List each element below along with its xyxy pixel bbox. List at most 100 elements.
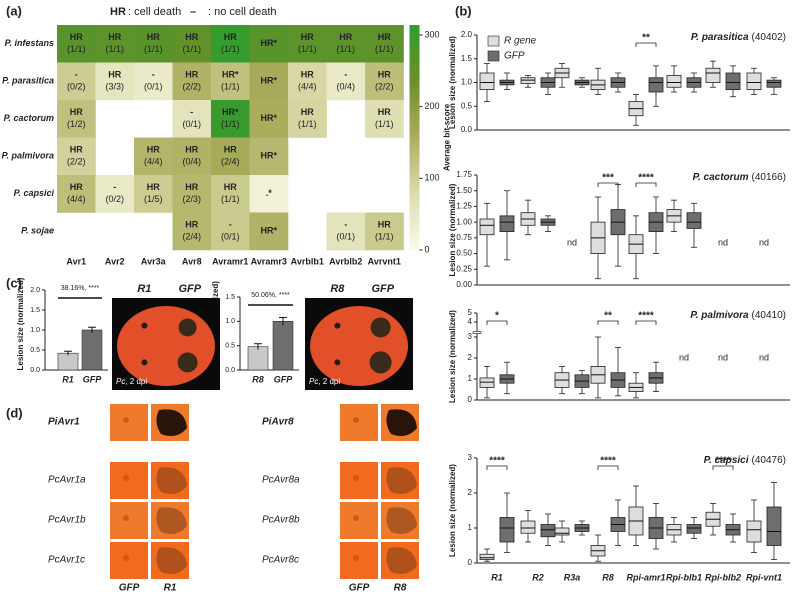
- box: [725, 72, 741, 91]
- x-tick-label: R2: [532, 572, 544, 582]
- column-label: GFP: [349, 583, 370, 594]
- cell-label: HR: [70, 182, 83, 192]
- lesion: [178, 318, 197, 337]
- cell-label: HR*: [222, 70, 239, 80]
- y-tick-label: 2: [468, 353, 473, 362]
- caption-italic: Pc: [309, 377, 318, 386]
- cell-count: (1/1): [182, 44, 201, 54]
- column-label: Avrblb2: [329, 256, 362, 266]
- cell-count: (0/4): [336, 82, 355, 92]
- cell-death: [156, 409, 187, 436]
- y-tick-label: 0.25: [456, 264, 472, 273]
- heatmap-cell: [211, 62, 250, 101]
- cell-count: (2/3): [182, 194, 201, 204]
- cell-count: (1/1): [375, 44, 394, 54]
- box: [554, 527, 570, 536]
- y-tick-label: 1.25: [456, 202, 472, 211]
- heatmap-cell: [57, 175, 96, 213]
- row-label: P. cactorum: [4, 113, 54, 123]
- title: P. palmivora: [690, 310, 749, 321]
- cell-label: -: [344, 220, 347, 230]
- panel-label: (b): [455, 3, 472, 18]
- photo-tile: [110, 404, 148, 441]
- x-tick-label: R3a: [564, 572, 581, 582]
- heatmap-cell: [134, 137, 173, 176]
- lesion: [141, 359, 148, 366]
- heatmap-cell: [326, 62, 366, 101]
- heatmap-cell: [365, 25, 404, 63]
- box: [705, 67, 721, 83]
- y-tick-label: 1.5: [30, 307, 40, 314]
- box: [479, 377, 495, 388]
- column-label: Avr3a: [141, 256, 167, 266]
- panel-label: (a): [6, 3, 22, 18]
- heatmap-cell: [249, 62, 289, 101]
- lesion: [370, 317, 391, 338]
- infiltration-spot: [353, 475, 359, 481]
- y-tick-label: 2.0: [461, 30, 473, 39]
- x-tick-label: GFP: [274, 374, 293, 384]
- legend-swatch: [487, 50, 500, 62]
- y-tick-label: 1.0: [461, 78, 473, 87]
- cell-label: HR: [185, 182, 198, 192]
- cell-label: HR: [70, 107, 83, 117]
- colorbar-tick-label: 100: [425, 173, 440, 183]
- y-tick-label: 1.75: [456, 170, 472, 179]
- subtitle: (40410): [752, 310, 786, 321]
- cell-label: HR: [185, 32, 198, 42]
- column-label: R8: [394, 583, 407, 594]
- significance-bracket: [635, 320, 657, 325]
- bar: [247, 346, 269, 371]
- significance-label: *: [495, 311, 499, 322]
- cell-count: (0/1): [336, 232, 355, 242]
- infiltration-spot: [353, 515, 359, 521]
- infiltration-spot: [123, 555, 129, 561]
- cell-label: HR: [108, 32, 121, 42]
- subtitle: (40476): [752, 455, 786, 466]
- y-tick-label: 2: [468, 488, 473, 497]
- cell-label: HR: [224, 145, 237, 155]
- significance-bracket: [712, 465, 734, 470]
- photo-tile: [340, 462, 378, 499]
- cell-label: HR: [70, 32, 83, 42]
- cell-label: -: [113, 182, 116, 192]
- caption-italic: Pc: [116, 377, 125, 386]
- subtitle: (40402): [752, 32, 786, 43]
- cell-label: -: [344, 70, 347, 80]
- cell-death: [156, 507, 187, 534]
- significance-label: ****: [715, 456, 731, 467]
- lesion: [334, 322, 341, 329]
- heatmap-cell: [326, 25, 366, 63]
- row-label: PcAvr1b: [48, 515, 86, 526]
- cell-label: HR: [301, 70, 314, 80]
- y-axis-label: Lesion size (normalized): [448, 310, 457, 403]
- y-axis-label: Lesion size (normalized): [16, 277, 25, 370]
- note: nd: [759, 352, 769, 362]
- row-label: P. sojae: [21, 226, 54, 236]
- photo-label: R8: [330, 283, 345, 295]
- bar: [272, 321, 294, 371]
- heatmap-cell: [288, 62, 327, 101]
- cell-label: HR*: [260, 76, 277, 86]
- cell-death: [386, 547, 417, 574]
- y-tick-label: 1.0: [225, 318, 235, 325]
- cell-death: [386, 507, 417, 534]
- cell-count: (1/1): [221, 82, 240, 92]
- heatmap-cell: [134, 25, 173, 63]
- row-label: PcAvr8a: [262, 475, 300, 486]
- photo-caption: Pc, 2 dpi: [309, 377, 340, 386]
- significance-label: **: [604, 311, 612, 322]
- cell-count: (0/2): [105, 194, 124, 204]
- column-label: Avramr3: [251, 256, 287, 266]
- heatmap-cell: [288, 100, 327, 138]
- box: [540, 524, 556, 538]
- y-tick-label: 0: [468, 395, 473, 404]
- y-axis-label: Lesion size (normalized): [448, 183, 457, 276]
- heatmap-cell: [95, 62, 135, 101]
- cell-count: (1/1): [375, 119, 394, 129]
- infiltration-spot: [123, 515, 129, 521]
- significance-bracket: [597, 465, 619, 470]
- cell-label: HR: [378, 107, 391, 117]
- cell-count: (1/1): [67, 44, 86, 54]
